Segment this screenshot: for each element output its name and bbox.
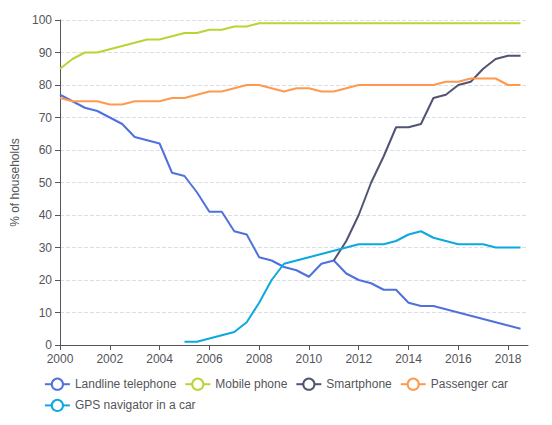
- svg-text:40: 40: [39, 208, 53, 222]
- svg-text:100: 100: [32, 13, 52, 27]
- svg-text:2014: 2014: [395, 352, 422, 366]
- svg-text:2006: 2006: [196, 352, 223, 366]
- svg-text:90: 90: [39, 46, 53, 60]
- svg-text:10: 10: [39, 306, 53, 320]
- svg-text:20: 20: [39, 273, 53, 287]
- svg-text:2000: 2000: [47, 352, 74, 366]
- svg-text:2016: 2016: [445, 352, 472, 366]
- svg-text:2012: 2012: [345, 352, 372, 366]
- svg-text:2018: 2018: [495, 352, 522, 366]
- svg-text:Landline telephone: Landline telephone: [75, 377, 177, 391]
- svg-text:% of households: % of households: [8, 138, 22, 227]
- svg-text:2010: 2010: [296, 352, 323, 366]
- svg-text:Passenger car: Passenger car: [431, 377, 508, 391]
- svg-text:2002: 2002: [96, 352, 123, 366]
- svg-text:80: 80: [39, 78, 53, 92]
- svg-text:Smartphone: Smartphone: [326, 377, 392, 391]
- svg-text:50: 50: [39, 176, 53, 190]
- svg-text:30: 30: [39, 241, 53, 255]
- svg-text:2008: 2008: [246, 352, 273, 366]
- svg-text:70: 70: [39, 111, 53, 125]
- svg-text:Mobile phone: Mobile phone: [215, 377, 287, 391]
- svg-text:GPS navigator in a car: GPS navigator in a car: [75, 398, 196, 412]
- svg-text:2004: 2004: [146, 352, 173, 366]
- svg-text:0: 0: [45, 338, 52, 352]
- svg-text:60: 60: [39, 143, 53, 157]
